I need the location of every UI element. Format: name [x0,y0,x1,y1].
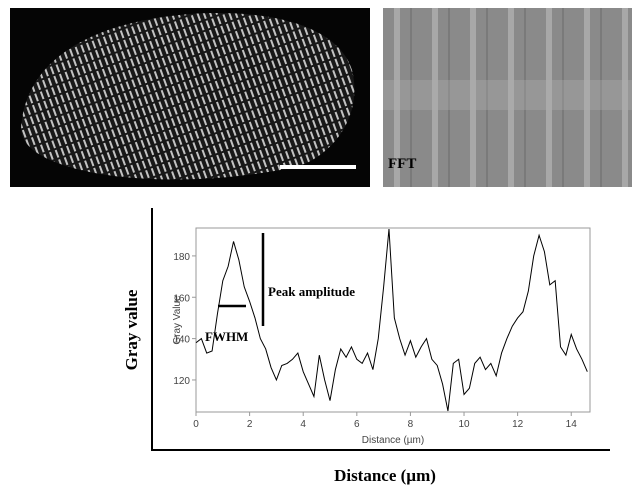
data-line [195,228,588,412]
fft-label: FFT [388,156,416,172]
y-axis-label: Gray Value [172,295,183,345]
outer-x-label: Distance (µm) [334,466,436,485]
x-tick-label: 0 [193,419,199,430]
x-tick-label: 14 [566,419,578,430]
x-tick-label: 8 [408,419,414,430]
micrograph [10,8,370,187]
x-tick-label: 4 [300,419,306,430]
annotation: Peak amplitude [268,284,355,299]
x-tick-label: 10 [458,419,470,430]
x-tick-label: 2 [247,419,253,430]
fft-image [383,8,632,187]
plot-frame [195,227,591,413]
y-tick-label: 120 [173,376,190,387]
x-tick-label: 12 [512,419,524,430]
y-tick-label: 180 [173,252,190,263]
y-tick-label: 140 [173,335,190,346]
x-tick-label: 6 [354,419,360,430]
annotation: FWHM [205,329,248,344]
y-tick-label: 160 [173,293,190,304]
outer-y-label: Gray value [122,289,141,370]
x-axis-label: Distance (µm) [362,435,424,446]
